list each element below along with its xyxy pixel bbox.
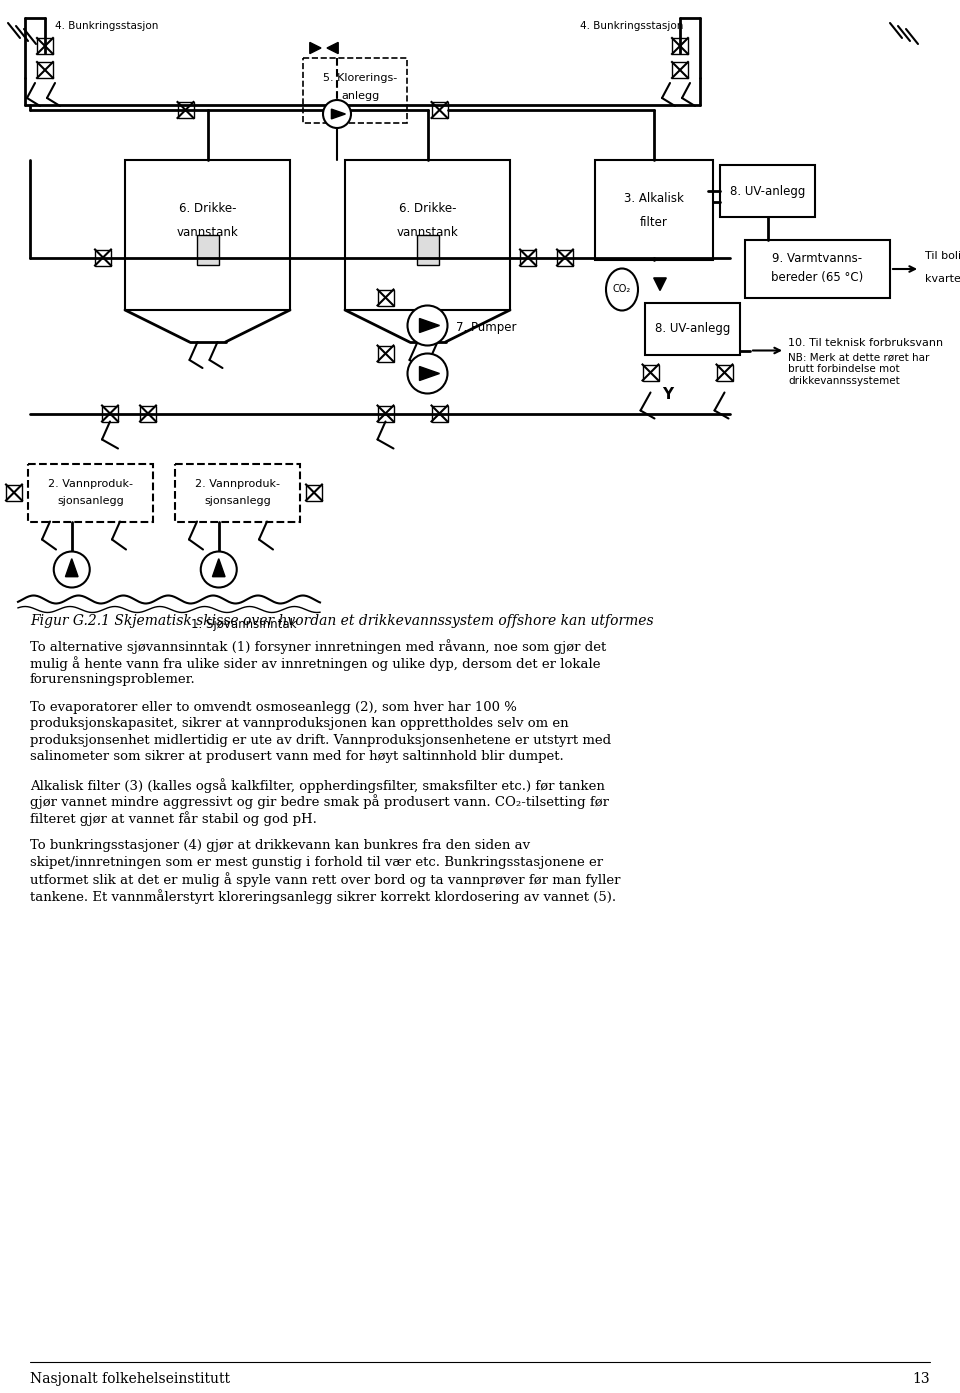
Text: sjonsanlegg: sjonsanlegg (58, 496, 124, 506)
Text: 2. Vannproduk-: 2. Vannproduk- (48, 479, 133, 489)
Bar (417, 235, 439, 265)
Bar (37, 38, 53, 54)
Bar (178, 102, 194, 118)
Text: tankene. Et vannmålerstyrt kloreringsanlegg sikrer korrekt klordosering av vanne: tankene. Et vannmålerstyrt kloreringsanl… (30, 889, 616, 904)
Text: gjør vannet mindre aggressivt og gir bedre smak på produsert vann. CO₂-tilsettin: gjør vannet mindre aggressivt og gir bed… (30, 794, 609, 809)
Polygon shape (654, 277, 666, 291)
Bar (716, 365, 732, 380)
Bar (672, 38, 688, 54)
Text: CO₂: CO₂ (612, 284, 631, 294)
Text: 4. Bunkringsstasjon: 4. Bunkringsstasjon (55, 21, 158, 31)
Text: NB: Merk at dette røret har: NB: Merk at dette røret har (788, 352, 929, 362)
Text: 7. Pumper: 7. Pumper (455, 320, 516, 334)
Text: drikkevannssystemet: drikkevannssystemet (788, 376, 900, 386)
Polygon shape (212, 559, 225, 577)
Text: sjonsanlegg: sjonsanlegg (204, 496, 271, 506)
Text: vannstank: vannstank (177, 226, 238, 238)
Bar (672, 63, 688, 78)
Text: forurensningsproblemer.: forurensningsproblemer. (30, 673, 196, 685)
Polygon shape (65, 559, 78, 577)
Text: utformet slik at det er mulig å spyle vann rett over bord og ta vannprøver før m: utformet slik at det er mulig å spyle va… (30, 872, 620, 887)
Text: Til bolig-: Til bolig- (925, 251, 960, 262)
Bar (306, 485, 322, 500)
Text: filter: filter (640, 216, 668, 228)
Circle shape (323, 100, 351, 128)
Text: Y: Y (662, 387, 673, 403)
Text: mulig å hente vann fra ulike sider av innretningen og ulike dyp, dersom det er l: mulig å hente vann fra ulike sider av in… (30, 656, 601, 671)
Bar (431, 102, 447, 118)
Text: vannstank: vannstank (396, 226, 458, 238)
Polygon shape (420, 366, 440, 380)
Text: 6. Drikke-: 6. Drikke- (179, 202, 236, 215)
Circle shape (407, 354, 447, 393)
Text: 2. Vannproduk-: 2. Vannproduk- (195, 479, 280, 489)
Bar (303, 59, 407, 123)
Circle shape (54, 552, 89, 588)
Text: 6. Drikke-: 6. Drikke- (398, 202, 456, 215)
Text: Alkalisk filter (3) (kalles også kalkfilter, oppherdingsfilter, smaksfilter etc.: Alkalisk filter (3) (kalles også kalkfil… (30, 779, 605, 793)
Text: kvarter: kvarter (925, 274, 960, 284)
Text: 4. Bunkringsstasjon: 4. Bunkringsstasjon (580, 21, 684, 31)
Text: 1. Sjøvannsinntak: 1. Sjøvannsinntak (191, 618, 297, 631)
Ellipse shape (606, 269, 638, 311)
Text: bereder (65 °C): bereder (65 °C) (772, 272, 864, 284)
Bar (6, 485, 22, 500)
Text: To alternative sjøvannsinntak (1) forsyner innretningen med råvann, noe som gjør: To alternative sjøvannsinntak (1) forsyn… (30, 639, 607, 655)
Bar (557, 249, 573, 266)
Bar (520, 249, 536, 266)
Text: To bunkringsstasjoner (4) gjør at drikkevann kan bunkres fra den siden av: To bunkringsstasjoner (4) gjør at drikke… (30, 839, 530, 853)
Text: 9. Varmtvanns-: 9. Varmtvanns- (773, 252, 863, 265)
Polygon shape (327, 42, 338, 53)
Bar (37, 63, 53, 78)
Text: produksjonskapasitet, sikrer at vannproduksjonen kan opprettholdes selv om en: produksjonskapasitet, sikrer at vannprod… (30, 717, 568, 730)
Circle shape (201, 552, 237, 588)
Bar (95, 249, 111, 266)
Text: To evaporatorer eller to omvendt osmoseanlegg (2), som hver har 100 %: To evaporatorer eller to omvendt osmosea… (30, 701, 516, 713)
Text: Figur G.2.1 Skjematisk skisse over hvordan et drikkevannssystem offshore kan utf: Figur G.2.1 Skjematisk skisse over hvord… (30, 613, 654, 627)
Text: salinometer som sikrer at produsert vann med for høyt saltinnhold blir dumpet.: salinometer som sikrer at produsert vann… (30, 749, 564, 763)
Polygon shape (420, 319, 440, 333)
Bar (175, 464, 300, 521)
Bar (642, 365, 659, 380)
Text: 8. UV-anlegg: 8. UV-anlegg (730, 184, 805, 198)
Text: Nasjonalt folkehelseinstitutt: Nasjonalt folkehelseinstitutt (30, 1372, 230, 1386)
Text: 3. Alkalisk: 3. Alkalisk (624, 191, 684, 205)
Bar (140, 405, 156, 422)
Bar (595, 160, 713, 260)
Bar (102, 405, 118, 422)
Bar (197, 235, 219, 265)
Text: 10. Til teknisk forbruksvann: 10. Til teknisk forbruksvann (788, 338, 943, 348)
Bar (28, 464, 153, 521)
Bar (720, 164, 815, 217)
Text: skipet/innretningen som er mest gunstig i forhold til vær etc. Bunkringsstasjone: skipet/innretningen som er mest gunstig … (30, 855, 603, 869)
Text: filteret gjør at vannet får stabil og god pH.: filteret gjør at vannet får stabil og go… (30, 811, 317, 826)
Bar (431, 405, 447, 422)
Text: 13: 13 (912, 1372, 930, 1386)
Text: produksjonsenhet midlertidig er ute av drift. Vannproduksjonsenhetene er utstyrt: produksjonsenhet midlertidig er ute av d… (30, 734, 612, 747)
Bar (377, 290, 394, 305)
Bar (645, 302, 740, 354)
Text: 8. UV-anlegg: 8. UV-anlegg (655, 322, 731, 334)
Text: brutt forbindelse mot: brutt forbindelse mot (788, 365, 900, 375)
Bar (345, 160, 510, 311)
Bar (125, 160, 290, 311)
Bar (745, 240, 890, 298)
Bar (377, 345, 394, 362)
Polygon shape (331, 109, 346, 118)
Text: 5. Klorerings-: 5. Klorerings- (323, 72, 397, 84)
Circle shape (407, 305, 447, 345)
Text: anlegg: anlegg (341, 91, 379, 102)
Bar (377, 405, 394, 422)
Polygon shape (310, 42, 321, 53)
